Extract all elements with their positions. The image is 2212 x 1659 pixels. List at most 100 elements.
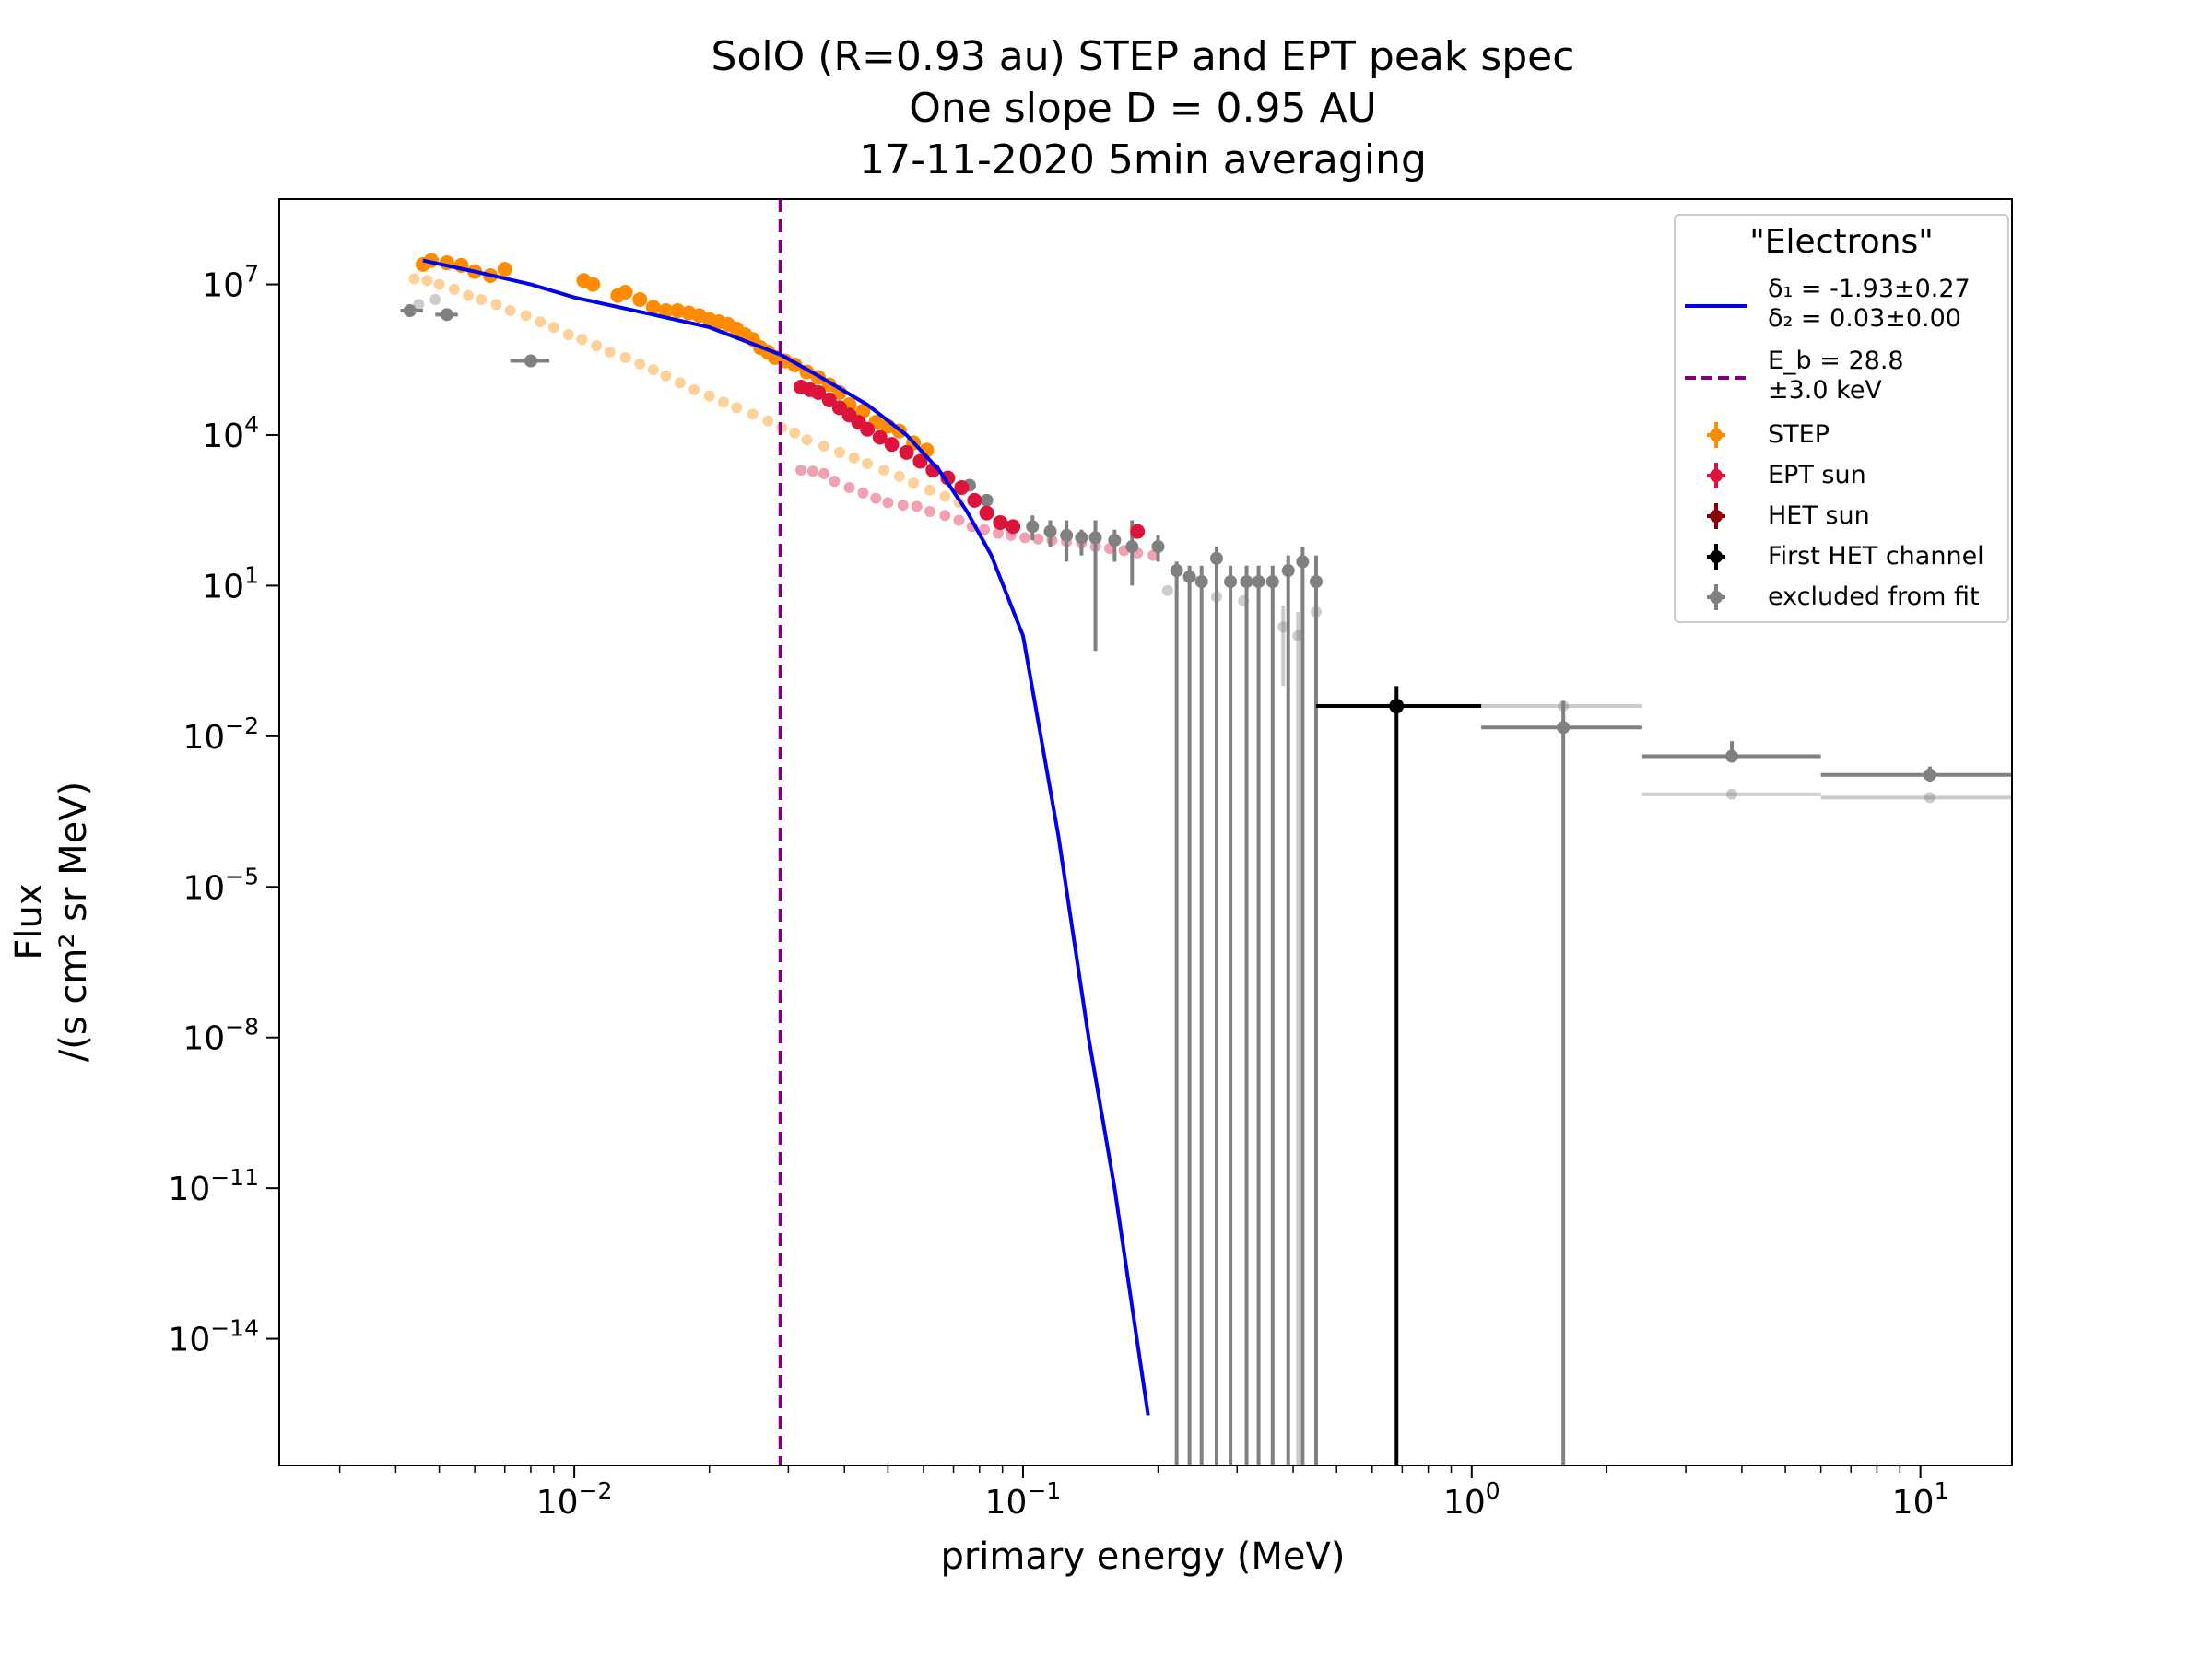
excluded-point <box>1224 575 1238 589</box>
step-point <box>632 291 648 307</box>
excluded-point <box>1170 564 1183 578</box>
excluded-faded-point <box>1924 792 1936 804</box>
legend-fit-label-delta2: δ₂ = 0.03±0.00 <box>1768 304 1961 333</box>
legend-ept-label: EPT sun <box>1768 461 1866 489</box>
step-faded-point <box>421 275 433 287</box>
ept-point <box>979 505 994 521</box>
step-point <box>670 303 686 319</box>
step-faded-point <box>893 470 905 482</box>
ept-point <box>860 421 876 437</box>
ept-point <box>821 392 837 407</box>
excluded-point <box>1088 531 1102 545</box>
step-faded-point <box>535 316 547 328</box>
legend: "Electrons" δ₁ = -1.93±0.27 δ₂ = 0.03±0.… <box>1674 214 2009 623</box>
step-faded-point <box>660 370 672 382</box>
step-point <box>645 300 661 315</box>
step-faded-point <box>462 289 474 301</box>
step-faded-point <box>408 273 420 285</box>
step-faded-point <box>688 383 700 395</box>
legend-excluded-marker <box>1707 584 1725 610</box>
step-point <box>658 303 674 319</box>
step-faded-point <box>647 364 659 376</box>
legend-het-label: HET sun <box>1768 501 1870 530</box>
excluded-faded-point <box>429 293 441 305</box>
ept-faded-point <box>979 524 991 535</box>
step-faded-point <box>504 305 516 317</box>
excluded-point <box>1026 520 1040 534</box>
legend-het-marker <box>1707 503 1725 529</box>
step-faded-point <box>576 334 588 346</box>
y-tick-label: 10−2 <box>182 712 259 757</box>
step-faded-point <box>448 283 460 295</box>
step-faded-point <box>717 396 729 408</box>
step-faded-point <box>674 377 686 389</box>
chart-title-line-3: 17-11-2020 5min averaging <box>859 136 1427 183</box>
y-tick-label: 104 <box>202 411 259 455</box>
ept-faded-point <box>924 505 935 517</box>
ept-faded-point <box>795 465 807 477</box>
step-faded-point <box>801 434 813 446</box>
y-tick-label: 10−8 <box>182 1014 259 1058</box>
x-tick-label: 10−1 <box>985 1477 1062 1522</box>
x-tick-label: 100 <box>1443 1477 1500 1522</box>
legend-fit-line-swatch <box>1685 304 1747 308</box>
ept-faded-point <box>953 514 965 526</box>
step-faded-point <box>703 390 715 402</box>
legend-item-first-het: First HET channel <box>1676 538 2007 575</box>
ept-point <box>872 429 888 445</box>
excluded-point <box>1060 528 1074 542</box>
legend-item-break: E_b = 28.8 ±3.0 keV <box>1676 345 2007 409</box>
step-faded-point <box>818 441 830 453</box>
excluded-faded-point <box>1277 621 1289 633</box>
chart-title-line-1: SolO (R=0.93 au) STEP and EPT peak spec <box>711 33 1575 80</box>
ept-point <box>1130 524 1146 539</box>
step-faded-point <box>591 340 603 352</box>
legend-break-label-value: E_b = 28.8 <box>1768 347 1904 375</box>
y-axis-label-line-2: /(s cm² sr MeV) <box>53 781 95 1063</box>
excluded-faded-point <box>1292 629 1304 641</box>
excluded-point <box>403 304 417 318</box>
y-tick-label: 10−11 <box>168 1164 259 1208</box>
ept-faded-point <box>806 465 818 477</box>
excluded-point <box>1252 575 1265 589</box>
step-faded-point <box>731 402 743 414</box>
legend-item-step: STEP <box>1676 417 2007 453</box>
step-faded-point <box>433 278 445 290</box>
excluded-point <box>1296 555 1310 569</box>
excluded-point <box>1182 570 1196 583</box>
step-faded-point <box>604 346 616 358</box>
legend-item-het: HET sun <box>1676 498 2007 535</box>
ept-point <box>940 470 956 486</box>
ept-faded-point <box>829 476 841 488</box>
ept-point <box>811 384 827 400</box>
legend-break-dash-swatch <box>1685 376 1747 380</box>
ept-faded-point <box>1147 549 1159 561</box>
step-faded-point <box>924 484 935 496</box>
step-faded-point <box>848 452 860 464</box>
y-tick-label: 10−5 <box>182 863 259 907</box>
excluded-point <box>1923 768 1936 782</box>
step-faded-point <box>762 415 774 427</box>
ept-faded-point <box>911 500 923 512</box>
legend-step-marker <box>1707 422 1725 448</box>
excluded-point <box>1240 575 1253 589</box>
excluded-faded-point <box>1726 788 1738 800</box>
excluded-point <box>1151 540 1165 554</box>
step-faded-point <box>939 490 951 502</box>
excluded-faded-point <box>413 299 425 311</box>
excluded-point <box>1265 575 1279 589</box>
ept-faded-point <box>843 481 855 493</box>
legend-first-het-marker <box>1707 544 1725 570</box>
first-het-point <box>1389 699 1405 714</box>
y-tick-label: 101 <box>202 561 259 606</box>
excluded-point <box>1194 575 1208 589</box>
excluded-point <box>440 308 453 322</box>
excluded-point <box>1281 564 1295 578</box>
step-faded-point <box>789 427 801 439</box>
ept-faded-point <box>992 527 1004 539</box>
ept-faded-point <box>857 487 869 499</box>
ept-point <box>993 515 1008 531</box>
step-faded-point <box>634 358 646 370</box>
ept-faded-point <box>897 500 909 512</box>
